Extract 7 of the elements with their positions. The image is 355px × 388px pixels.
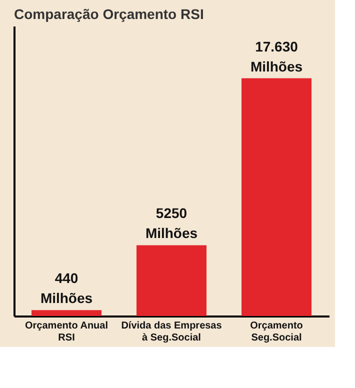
x-tick-label: Orçamento Anual RSI [25,320,108,344]
chart-title: Comparação Orçamento RSI [14,6,204,22]
x-tick-label: Orçamento Seg.Social [250,320,303,344]
data-label: 17.630 Milhões [250,38,303,74]
data-label: 5250 Milhões [145,205,198,242]
data-label: 440 Milhões [40,270,93,306]
x-tick-label: Dívida das Empresas à Seg.Social [121,320,222,344]
